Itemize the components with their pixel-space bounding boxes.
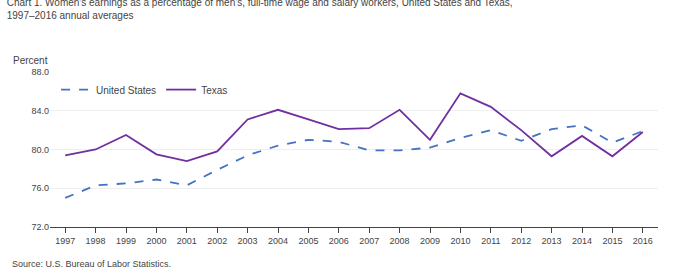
- svg-text:1999: 1999: [116, 236, 136, 246]
- svg-text:76.0: 76.0: [31, 183, 49, 193]
- svg-text:Chart 1. Women's earnings as a: Chart 1. Women's earnings as a percentag…: [7, 0, 513, 21]
- svg-text:2013: 2013: [542, 236, 562, 246]
- svg-text:88.0: 88.0: [31, 67, 49, 77]
- svg-text:2005: 2005: [298, 236, 318, 246]
- svg-text:72.0: 72.0: [31, 222, 49, 232]
- svg-text:2015: 2015: [602, 236, 622, 246]
- svg-text:2010: 2010: [450, 236, 470, 246]
- svg-text:2001: 2001: [177, 236, 197, 246]
- svg-text:2007: 2007: [359, 236, 379, 246]
- svg-text:2009: 2009: [420, 236, 440, 246]
- svg-text:2004: 2004: [268, 236, 288, 246]
- svg-text:1998: 1998: [86, 236, 106, 246]
- svg-text:2011: 2011: [481, 236, 500, 246]
- svg-text:1997: 1997: [55, 236, 75, 246]
- svg-text:2016: 2016: [633, 236, 653, 246]
- svg-text:2003: 2003: [238, 236, 258, 246]
- svg-text:80.0: 80.0: [31, 145, 49, 155]
- svg-text:Texas: Texas: [201, 85, 227, 96]
- svg-text:2008: 2008: [390, 236, 410, 246]
- svg-text:Source: U.S. Bureau of Labor S: Source: U.S. Bureau of Labor Statistics.: [12, 259, 171, 269]
- svg-text:2014: 2014: [572, 236, 592, 246]
- svg-text:84.0: 84.0: [31, 106, 49, 116]
- svg-text:United States: United States: [96, 85, 156, 96]
- svg-text:Percent: Percent: [13, 55, 48, 66]
- svg-text:2012: 2012: [511, 236, 531, 246]
- svg-text:2000: 2000: [146, 236, 166, 246]
- svg-text:2002: 2002: [207, 236, 227, 246]
- svg-text:2006: 2006: [329, 236, 349, 246]
